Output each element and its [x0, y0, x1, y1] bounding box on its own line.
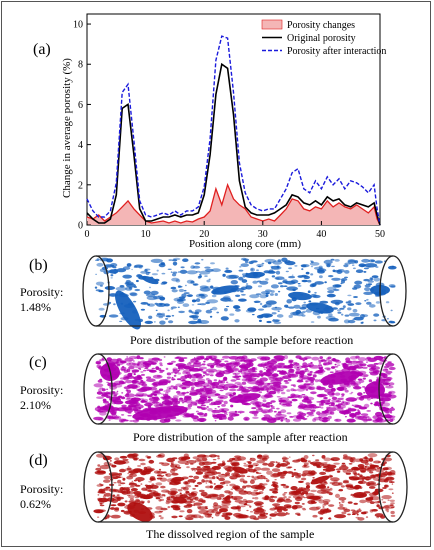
x-tick-label: 0: [85, 229, 90, 240]
legend-swatch-porosity-changes: [261, 19, 283, 30]
x-tick-label: 40: [316, 229, 326, 240]
chart-ticks: 0 10 20 30 40 50 0 2 4 6 8 10: [73, 20, 385, 240]
y-tick-label: 10: [73, 20, 83, 31]
x-axis-label: Position along core (mm): [189, 238, 301, 250]
panel-c-porosity: Porosity: 2.10%: [20, 383, 63, 413]
panel-b-letter: (b): [29, 257, 48, 274]
panel-c-porosity-value: 2.10%: [20, 398, 51, 412]
panel-d-porosity-value: 0.62%: [20, 497, 51, 511]
panel-b-porosity-value: 1.48%: [20, 300, 51, 314]
x-tick-label: 50: [375, 229, 385, 240]
series-porosity-after-interaction: [86, 35, 381, 226]
panel-b-porosity-label: Porosity:: [20, 285, 64, 299]
series-porosity-changes-line: [86, 182, 381, 226]
y-tick-label: 4: [78, 140, 83, 151]
panel-d-porosity-label: Porosity:: [20, 482, 64, 496]
panel-d-caption: The dissolved region of the sample: [146, 527, 315, 541]
x-tick-label: 10: [141, 229, 151, 240]
series-original-porosity: [86, 62, 381, 226]
legend-label: Porosity after interaction: [287, 46, 386, 57]
y-tick-label: 2: [78, 180, 83, 191]
panel-c-caption: Pore distribution of the sample after re…: [133, 430, 348, 444]
panel-b-caption: Pore distribution of the sample before r…: [130, 333, 354, 347]
legend-label: Porosity changes: [287, 20, 355, 31]
panel-d-porosity: Porosity: 0.62%: [20, 482, 63, 512]
chart-series-group: [86, 35, 381, 226]
panel-a-letter: (a): [33, 41, 51, 58]
y-axis-label: Change in average porosity (%): [61, 58, 73, 198]
y-tick-label: 8: [78, 60, 83, 71]
panel-d-letter: (d): [29, 452, 48, 469]
panel-c-porosity-label: Porosity:: [20, 383, 64, 397]
panel-b-porosity: Porosity: 1.48%: [20, 285, 63, 315]
y-tick-label: 0: [78, 221, 83, 232]
x-tick-label: 20: [199, 229, 209, 240]
y-tick-label: 6: [78, 100, 83, 111]
chart-legend: Porosity changes Original porosity Porosit…: [261, 19, 386, 57]
x-tick-label: 30: [258, 229, 268, 240]
legend-label: Original porosity: [287, 33, 356, 44]
panel-c-letter: (c): [29, 354, 47, 371]
series-porosity-changes-area: [87, 184, 380, 225]
porosity-chart: 0 10 20 30 40 50 0 2 4 6 8 10 Change in average por…: [61, 13, 386, 250]
